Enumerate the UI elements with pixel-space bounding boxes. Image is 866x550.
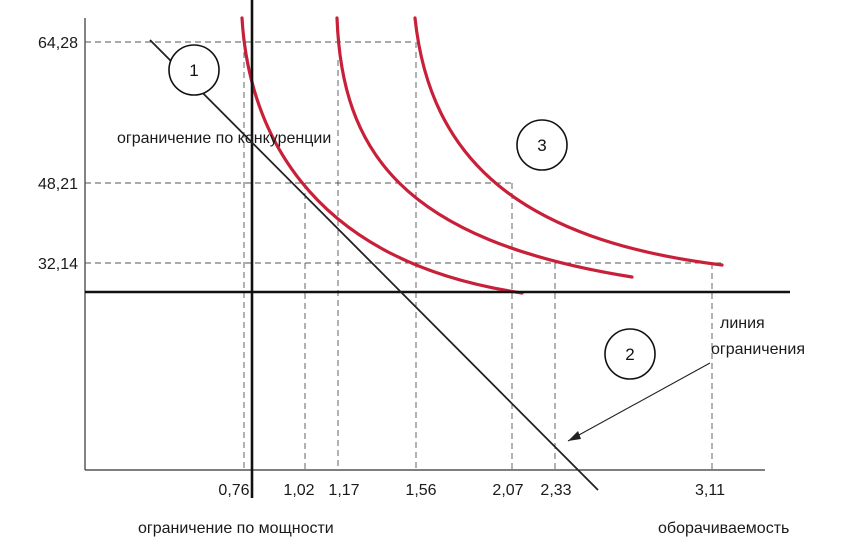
diagonal-constraint-line bbox=[149, 39, 599, 491]
circle-1 bbox=[168, 44, 220, 96]
capacity-constraint-label: ограничение по мощности bbox=[138, 520, 334, 537]
y-tick-64: 64,28 bbox=[38, 35, 78, 52]
constraint-line-label-1: линия bbox=[720, 315, 765, 332]
circle-3-label: 3 bbox=[537, 136, 546, 155]
x-tick-233: 2,33 bbox=[540, 482, 571, 499]
arrow-shaft bbox=[567, 362, 711, 442]
curve-2 bbox=[335, 16, 634, 279]
x-tick-311: 3,11 bbox=[695, 482, 725, 499]
circle-2-label: 2 bbox=[625, 345, 634, 364]
circle-1-label: 1 bbox=[189, 61, 198, 80]
circle-2 bbox=[604, 328, 656, 380]
curve-3 bbox=[413, 16, 724, 267]
competition-constraint-label: ограничение по конкуренции bbox=[117, 130, 331, 147]
x-tick-156: 1,56 bbox=[405, 482, 436, 499]
circle-3 bbox=[516, 119, 568, 171]
x-tick-117: 1,17 bbox=[328, 482, 359, 499]
curve-1 bbox=[240, 16, 524, 295]
y-tick-32: 32,14 bbox=[38, 256, 78, 273]
x-tick-076: 0,76 bbox=[218, 482, 249, 499]
arrow-head-icon bbox=[568, 431, 581, 441]
turnover-label: оборачиваемость bbox=[658, 520, 789, 537]
y-tick-48: 48,21 bbox=[38, 176, 78, 193]
x-tick-102: 1,02 bbox=[283, 482, 314, 499]
x-tick-207: 2,07 bbox=[492, 482, 523, 499]
constraint-line-label-2: ограничения bbox=[711, 341, 805, 358]
